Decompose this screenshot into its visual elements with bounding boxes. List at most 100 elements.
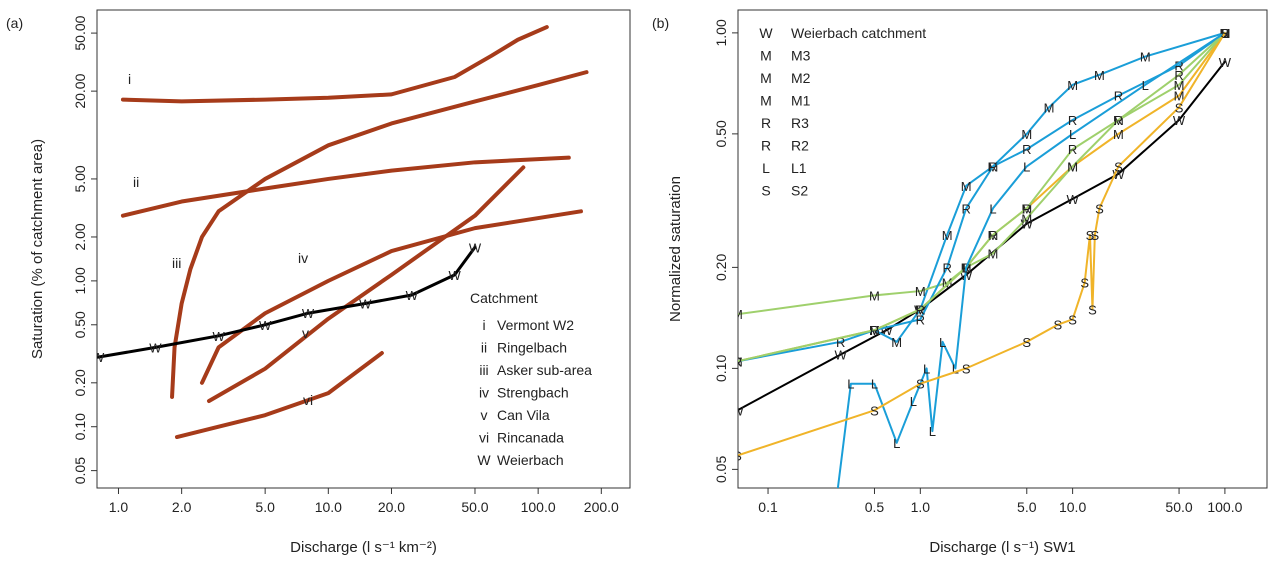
point-marker: M [988, 246, 999, 261]
point-marker: R [1174, 68, 1183, 83]
point-marker: L [1023, 159, 1030, 174]
point-marker: M [942, 276, 953, 291]
point-marker: L [923, 361, 930, 376]
series-line [170, 70, 589, 399]
point-marker: W [1173, 113, 1186, 128]
y-tick-label: 1.00 [72, 267, 88, 294]
x-tick-label: 1.0 [911, 499, 931, 515]
plot-frame [737, 9, 1268, 489]
point-marker: S [733, 448, 742, 463]
point-marker: W [835, 347, 848, 362]
point-marker: W [259, 318, 272, 333]
legend-label: Strengbach [497, 385, 569, 401]
point-marker: L [1142, 78, 1149, 93]
curve-annotation: iv [298, 250, 308, 266]
legend-symbol: L [762, 160, 770, 176]
y-tick-label: 1.00 [713, 19, 729, 46]
point-marker: R [1114, 113, 1123, 128]
point-marker: S [1095, 201, 1104, 216]
point-marker: S [1091, 228, 1100, 243]
y-tick-label: 0.05 [713, 456, 729, 483]
series-line [738, 31, 1226, 363]
legend-label: Weierbach [497, 452, 564, 468]
point-marker: W [469, 240, 482, 255]
point-marker: R [1114, 89, 1123, 104]
legend-symbol: ii [481, 340, 487, 356]
x-axis-label: Discharge (l s⁻¹) SW1 [929, 539, 1075, 556]
point-marker: W [406, 288, 419, 303]
series-line [174, 351, 384, 440]
plot-frame [96, 9, 631, 489]
point-marker: L [1069, 127, 1076, 142]
x-axis-label: Discharge (l s⁻¹ km⁻²) [290, 539, 437, 556]
x-tick-label: 1.0 [109, 499, 129, 515]
legend-symbol: v [481, 407, 488, 423]
y-axis-label: Saturation (% of catchment area) [29, 139, 46, 359]
legend-symbol: vi [479, 430, 489, 446]
legend-label: M2 [791, 70, 811, 86]
point-marker: R [942, 260, 951, 275]
point-marker: M [1174, 89, 1185, 104]
x-tick-label: 20.0 [378, 499, 405, 515]
legend-symbol: M [760, 93, 772, 109]
legend-label: Rincanada [497, 430, 564, 446]
point-marker: L [929, 424, 936, 439]
point-marker: L [963, 260, 970, 275]
series-line [873, 31, 1226, 343]
point-marker: R [988, 159, 997, 174]
point-marker: R [733, 354, 742, 369]
legend-title: Catchment [470, 290, 538, 306]
point-marker: S [1114, 159, 1123, 174]
point-marker: M [732, 354, 743, 369]
series-line [738, 31, 1226, 363]
point-marker: W [449, 268, 462, 283]
point-marker: R [916, 302, 925, 317]
y-axis-label: Normalized saturation [667, 176, 684, 322]
x-tick-label: 200.0 [584, 499, 619, 515]
point-marker: S [1080, 276, 1089, 291]
x-tick-label: 50.0 [461, 499, 488, 515]
point-marker: W [92, 350, 105, 365]
y-tick-label: 0.05 [72, 457, 88, 484]
point-marker: S [1175, 100, 1184, 115]
point-marker: R [1022, 201, 1031, 216]
point-marker: L [989, 201, 996, 216]
series-line [97, 245, 477, 359]
point-marker: W [1066, 192, 1079, 207]
curve-annotation: v [302, 325, 309, 341]
point-marker: L [830, 514, 837, 529]
x-tick-label: 10.0 [315, 499, 342, 515]
point-marker: W [960, 268, 973, 283]
point-marker: M [1113, 127, 1124, 142]
point-marker: M [942, 228, 953, 243]
curve-annotation: iii [172, 255, 181, 271]
point-marker: M [1021, 211, 1032, 226]
point-marker: S [1068, 312, 1077, 327]
series-line [120, 155, 571, 218]
point-marker: M [1044, 100, 1055, 115]
point-marker: R [961, 201, 970, 216]
x-tick-label: 100.0 [1207, 499, 1242, 515]
point-marker: W [1219, 55, 1232, 70]
point-marker: S [1054, 318, 1063, 333]
point-marker: S [962, 361, 971, 376]
y-tick-label: 0.20 [72, 369, 88, 396]
point-marker: M [891, 335, 902, 350]
point-marker: R [1068, 113, 1077, 128]
series-line [738, 31, 1226, 363]
legend-label: Weierbach catchment [791, 25, 926, 41]
series-line [738, 31, 1226, 457]
legend-symbol: iv [479, 385, 489, 401]
curve-annotation: vi [303, 392, 313, 408]
curve-annotation: i [128, 71, 131, 87]
point-marker: M [1174, 78, 1185, 93]
point-marker: R [916, 312, 925, 327]
point-marker: M [1140, 50, 1151, 65]
point-marker: R [1174, 58, 1183, 73]
point-marker: R [1068, 142, 1077, 157]
legend-label: S2 [791, 183, 808, 199]
y-tick-label: 50.00 [72, 15, 88, 50]
point-marker: M [1094, 68, 1105, 83]
legend-label: M3 [791, 48, 811, 64]
